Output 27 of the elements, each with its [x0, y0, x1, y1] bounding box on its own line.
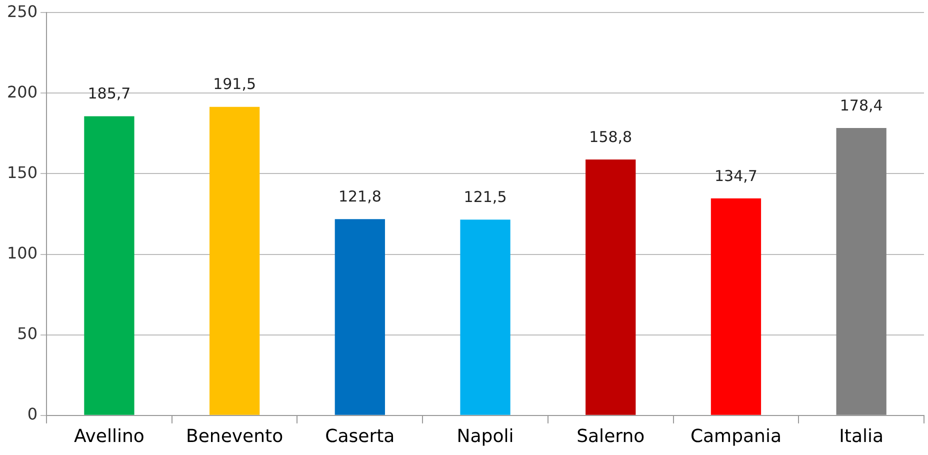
bar — [460, 220, 510, 415]
data-label: 121,8 — [338, 188, 382, 206]
y-tick-label: 0 — [27, 404, 38, 424]
y-tick-label: 100 — [6, 243, 38, 262]
data-label: 134,7 — [714, 166, 758, 185]
data-label: 178,4 — [840, 96, 883, 114]
y-tick-label: 200 — [6, 82, 38, 102]
y-tick-label: 150 — [6, 162, 38, 182]
bar — [710, 198, 762, 415]
bar — [334, 219, 385, 415]
bar — [836, 128, 886, 415]
y-tick-label: 250 — [6, 2, 38, 21]
x-tick-label: Caserta — [325, 426, 395, 447]
x-tick-label: Avellino — [74, 426, 144, 447]
data-label: 158,8 — [589, 128, 632, 146]
bar — [209, 106, 260, 415]
data-label: 191,5 — [213, 75, 256, 94]
data-label: 185,7 — [88, 84, 131, 103]
bar — [84, 116, 134, 415]
x-tick-label: Salerno — [576, 426, 645, 447]
bar — [586, 160, 636, 415]
y-tick-label: 50 — [17, 324, 38, 343]
x-tick-label: Napoli — [456, 426, 514, 447]
x-tick-label: Italia — [839, 426, 884, 447]
x-tick-label: Benevento — [186, 426, 284, 447]
x-tick-label: Campania — [690, 426, 782, 447]
data-label: 121,5 — [464, 188, 507, 206]
